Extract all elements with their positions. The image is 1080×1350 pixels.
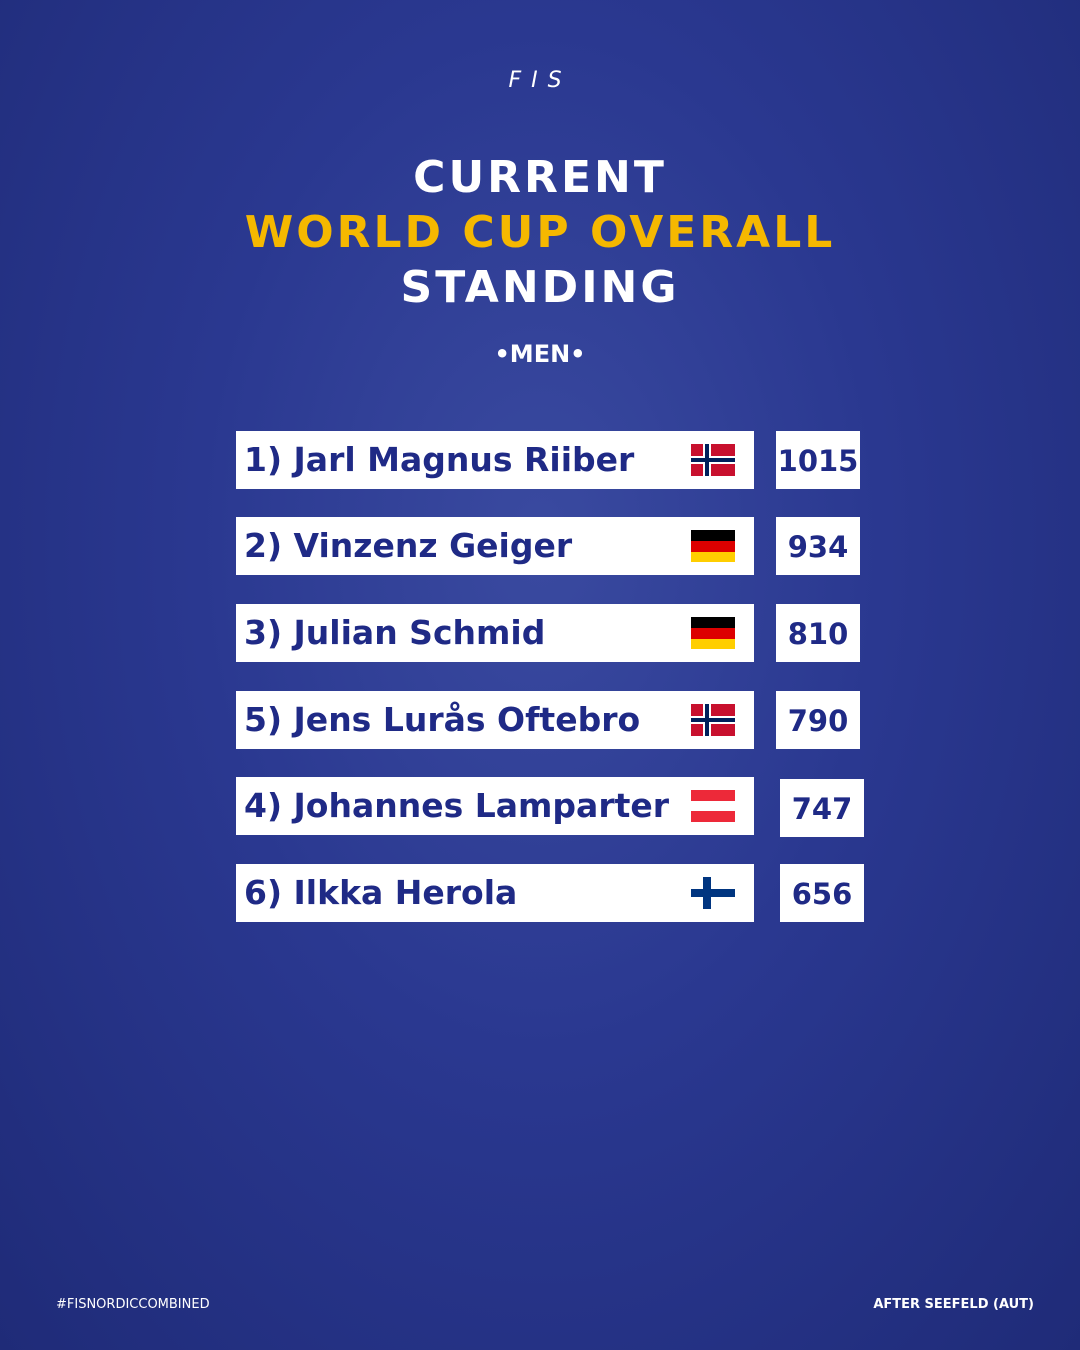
standing-row: 6) Ilkka Herola	[236, 864, 754, 922]
athlete-name: 2) Vinzenz Geiger	[244, 526, 573, 565]
athlete-name: 5) Jens Lurås Oftebro	[244, 700, 641, 739]
flag	[691, 530, 735, 562]
athlete-name: 3) Julian Schmid	[244, 613, 546, 652]
flag	[691, 444, 735, 476]
points: 934	[776, 517, 860, 575]
flag	[691, 704, 735, 736]
title-line: STANDING	[400, 262, 680, 313]
points: 790	[776, 691, 860, 749]
standing-row: 4) Johannes Lamparter	[236, 777, 754, 835]
standing-row: 1) Jarl Magnus Riiber	[236, 431, 754, 489]
title-line: WORLD CUP OVERALL	[244, 207, 836, 258]
points: 747	[780, 779, 864, 837]
flag	[691, 790, 735, 822]
standing-row: 2) Vinzenz Geiger	[236, 517, 754, 575]
hashtag: #FISNORDICCOMBINED	[56, 1297, 210, 1312]
footer-note: AFTER SEEFELD (AUT)	[873, 1297, 1034, 1312]
subtitle: •MEN•	[494, 340, 586, 368]
standing-row: 5) Jens Lurås Oftebro	[236, 691, 754, 749]
points: 1015	[776, 431, 860, 489]
flag	[691, 877, 735, 909]
title-line: CURRENT	[413, 152, 667, 203]
athlete-name: 6) Ilkka Herola	[244, 873, 518, 912]
points: 656	[780, 864, 864, 922]
athlete-name: 4) Johannes Lamparter	[244, 786, 670, 825]
standing-row: 3) Julian Schmid	[236, 604, 754, 662]
athlete-name: 1) Jarl Magnus Riiber	[244, 440, 635, 479]
points: 810	[776, 604, 860, 662]
logo: FIS	[508, 68, 572, 93]
flag	[691, 617, 735, 649]
